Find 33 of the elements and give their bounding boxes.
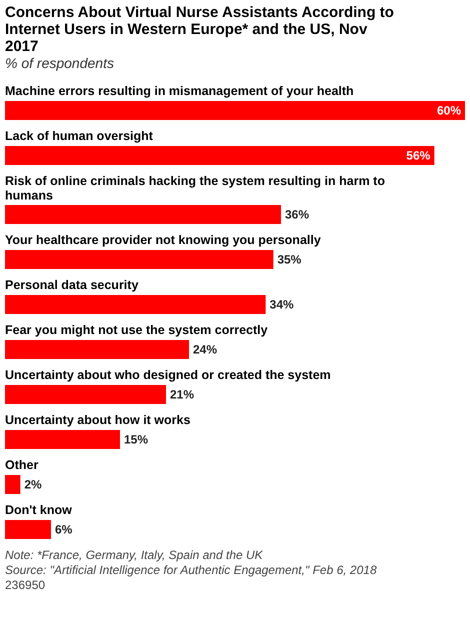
data-label: 24% bbox=[193, 342, 218, 356]
bar bbox=[5, 340, 189, 359]
chart-subtitle: % of respondents bbox=[5, 55, 114, 71]
y-tick-label: Other bbox=[5, 458, 38, 472]
bar bbox=[5, 205, 281, 224]
data-label: 35% bbox=[277, 252, 302, 266]
annotation: Note: *France, Germany, Italy, Spain and the UK bbox=[5, 548, 264, 562]
y-tick-label: Uncertainty about how it works bbox=[5, 413, 190, 427]
data-label: 34% bbox=[270, 298, 294, 312]
y-tick-label: Lack of human oversight bbox=[5, 129, 154, 143]
data-label: 6% bbox=[55, 522, 73, 536]
y-tick-label: Uncertainty about who designed or created the system bbox=[5, 368, 331, 382]
data-label: 60% bbox=[436, 104, 462, 118]
y-tick-label: Machine errors resulting in mismanagement of your health bbox=[5, 84, 354, 98]
data-label: 15% bbox=[124, 432, 148, 446]
source-note: Source: "Artificial Intelligence for Authentic Engagement," Feb 6, 2018 bbox=[5, 563, 377, 577]
y-tick-label: Fear you might not use the system correctly bbox=[5, 323, 268, 337]
chart-title: Concerns About Virtual Nurse Assistants According to Internet Users in Western Europe* and the US, Nov 2017 bbox=[5, 4, 394, 55]
text: 236950 bbox=[5, 578, 46, 592]
data-label: 56% bbox=[406, 148, 431, 162]
bar bbox=[5, 295, 266, 314]
bar bbox=[5, 385, 166, 404]
data-label: 21% bbox=[170, 388, 194, 402]
y-tick-label: Personal data security bbox=[5, 278, 138, 292]
bar bbox=[5, 475, 20, 494]
y-tick-label: Don't know bbox=[5, 503, 72, 517]
bar bbox=[5, 520, 51, 539]
data-label: 36% bbox=[285, 208, 310, 222]
bar bbox=[5, 250, 274, 269]
bar bbox=[5, 430, 120, 449]
y-tick-label: Risk of online criminals hacking the system resulting in harm to humans bbox=[5, 174, 386, 202]
y-tick-label: Your healthcare provider not knowing you personally bbox=[5, 233, 321, 247]
data-label: 2% bbox=[24, 478, 42, 492]
